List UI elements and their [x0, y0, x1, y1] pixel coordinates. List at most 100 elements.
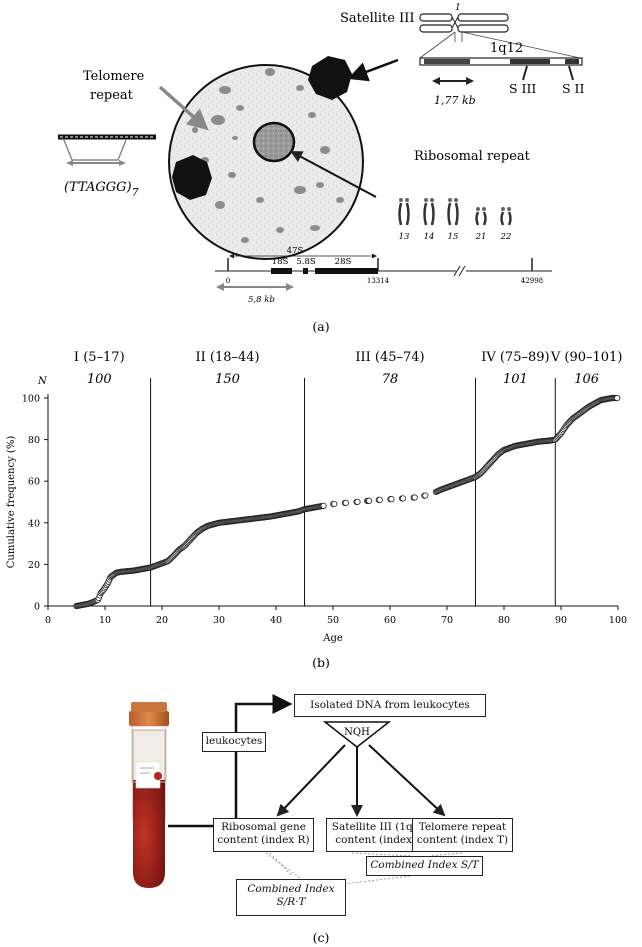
- y-axis-label: Cumulative frequency (%): [6, 436, 17, 569]
- s2-label: S II: [562, 81, 584, 96]
- rdna-kb: 5,8 kb: [248, 295, 275, 305]
- rdna-map: [215, 253, 552, 291]
- age-group-label-1: I (5–17): [74, 350, 125, 365]
- y-tick-label-100: 100: [22, 394, 40, 405]
- leukocytes-box: leukocytes: [202, 732, 266, 752]
- data-point-257: [331, 500, 338, 508]
- age-group-label-3: III (45–74): [355, 350, 424, 365]
- y-tick-label-80: 80: [28, 435, 40, 446]
- acro-label-13: 13: [399, 232, 410, 242]
- data-point-270: [399, 495, 407, 502]
- x-tick-label-40: 40: [270, 615, 282, 626]
- combined-index-srt-line2: S/R·T: [276, 896, 306, 908]
- band-1q12-label: 1q12: [490, 41, 523, 56]
- panel-a: Satellite III Telomere repeat Ribosomal …: [58, 3, 584, 334]
- acro-chromosome-21: 21: [475, 207, 487, 242]
- x-tick-label-20: 20: [156, 615, 168, 626]
- data-point-272: [411, 494, 418, 501]
- rdna-end: 13314: [367, 277, 390, 285]
- satellite-body-left: [172, 155, 212, 200]
- x-tick-label-10: 10: [99, 615, 111, 626]
- data-point-266: [376, 496, 383, 503]
- acro-label-15: 15: [448, 232, 459, 242]
- age-group-label-4: IV (75–89): [481, 350, 549, 365]
- x-tick-label-90: 90: [555, 615, 567, 626]
- data-point-255: [320, 502, 327, 509]
- ribosomal-gene-line2: content (index R): [217, 834, 310, 846]
- age-group-n-2: 150: [215, 372, 240, 387]
- rdna-18s: 18S: [272, 257, 289, 267]
- x-tick-label-70: 70: [441, 615, 453, 626]
- ribosomal-gene-box: Ribosomal gene content (index R): [213, 818, 314, 852]
- age-group-n-4: 101: [503, 372, 528, 387]
- data-point-462: [614, 394, 621, 402]
- age-group-n-3: 78: [382, 372, 399, 387]
- rdna-28s: 28S: [335, 257, 352, 267]
- rdna-58s: 5.8S: [296, 257, 316, 267]
- x-axis-label: Age: [322, 633, 343, 644]
- data-point-274: [422, 492, 429, 499]
- x-tick-label-80: 80: [498, 615, 510, 626]
- s3-label: S III: [509, 81, 536, 96]
- rdna-47s: 47S: [287, 246, 304, 256]
- y-tick-label-0: 0: [34, 602, 40, 613]
- nucleolus: [252, 121, 296, 163]
- y-tick-label-20: 20: [28, 560, 40, 571]
- telomere-arrow: [158, 85, 209, 131]
- satellite-kb-label: 1,77 kb: [434, 94, 476, 107]
- acro-label-22: 22: [500, 232, 512, 242]
- x-tick-label-60: 60: [384, 615, 396, 626]
- data-point-261: [354, 498, 361, 505]
- combined-index-srt-line1: Combined Index: [247, 883, 335, 895]
- isolated-dna-box: Isolated DNA from leukocytes: [294, 694, 486, 717]
- panel-c-label: (c): [313, 930, 330, 945]
- ribosomal-label: Ribosomal repeat: [414, 149, 531, 164]
- age-group-label-2: II (18–44): [195, 350, 259, 365]
- nqh-funnel: [322, 721, 392, 748]
- y-tick-label-40: 40: [28, 518, 40, 529]
- rdna-total: 42998: [521, 277, 543, 285]
- satellite-arrow: [347, 58, 399, 82]
- y-tick-label-60: 60: [28, 477, 40, 488]
- acro-chromosome-22: 22: [500, 207, 512, 242]
- data-point-268: [388, 496, 395, 503]
- satellite-label: Satellite III: [340, 11, 415, 26]
- chromatin-spots: [192, 68, 344, 243]
- x-tick-label-50: 50: [327, 615, 339, 626]
- panel-b-label: (b): [312, 655, 330, 670]
- x-tick-label-100: 100: [609, 615, 627, 626]
- data-point-264: [366, 497, 373, 504]
- age-group-label-5: V (90–101): [550, 350, 623, 365]
- telomere-repeat-box: Telomere repeat content (index T): [412, 818, 513, 852]
- panel-c: NQH (c): [129, 694, 463, 945]
- telomere-label-1: Telomere: [83, 69, 145, 84]
- acro-label-21: 21: [475, 232, 487, 242]
- data-points: [73, 394, 621, 610]
- nqh-label: NQH: [344, 727, 370, 738]
- acro-label-14: 14: [424, 232, 435, 242]
- panel-a-label: (a): [312, 319, 329, 334]
- satellite-body-top: [308, 56, 352, 100]
- ribosomal-gene-line1: Ribosomal gene: [221, 821, 306, 833]
- acrocentric-chromosomes: 13 14 15 21 22: [398, 198, 512, 242]
- age-group-n-1: 100: [87, 372, 112, 387]
- telomere-repeat-line2: content (index T): [416, 834, 509, 846]
- ribosomal-arrow: [290, 151, 377, 198]
- blood-tube-icon: [129, 702, 169, 888]
- chromosome-1-number: 1: [455, 3, 461, 13]
- age-group-n-5: 106: [574, 372, 599, 387]
- telomere-label-2: repeat: [90, 88, 134, 103]
- chromosome-1-icon: [419, 13, 509, 33]
- satellite-iii-line2: content (index S): [335, 834, 427, 846]
- panel-b-chart: 0 10 20 30 40 50 60 70 80 90 100 0 20 40 60 80 100 Age Cum…: [6, 350, 627, 644]
- tube-to-dna-arrow: [168, 694, 293, 828]
- chromosome-1q12-bar: [419, 57, 583, 66]
- x-tick-label-30: 30: [213, 615, 225, 626]
- satellite-iii-line1: Satellite III (1q12): [331, 821, 431, 833]
- n-label: N: [37, 376, 48, 387]
- acro-chromosome-13: 13: [398, 198, 410, 242]
- combined-index-st-box: Combined Index S/T: [366, 856, 483, 876]
- telomere-sequence: (TTAGGG)7: [64, 180, 139, 199]
- telomere-repeat-line1: Telomere repeat: [418, 821, 507, 833]
